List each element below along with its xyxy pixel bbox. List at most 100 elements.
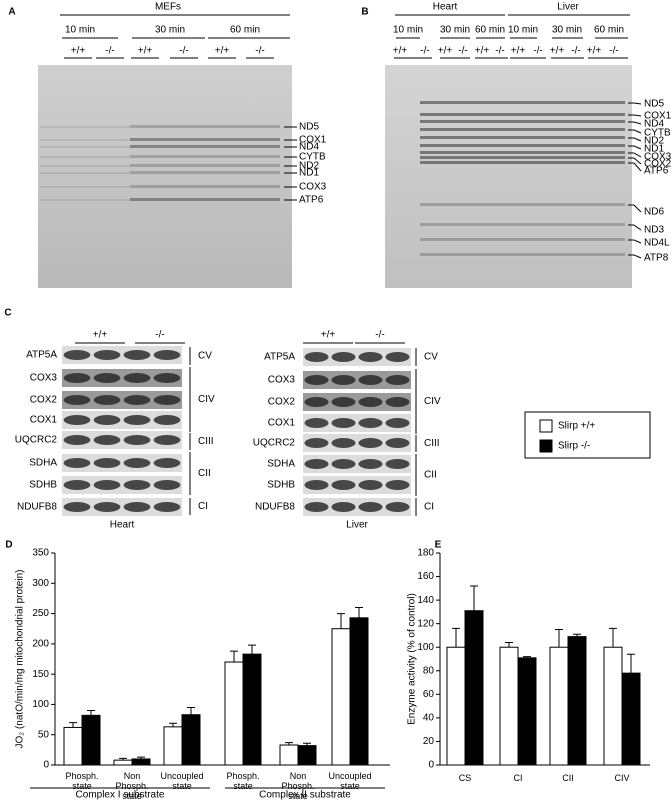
blot-band <box>153 395 181 405</box>
gel-band <box>420 161 625 164</box>
band-label: ND5 <box>299 122 319 133</box>
x-tick-label: CS <box>458 773 472 783</box>
gel-band <box>420 253 625 256</box>
blot-band <box>93 502 121 512</box>
gel-title: MEFs <box>155 2 181 13</box>
time-label: 60 min <box>594 25 624 36</box>
blot-band <box>385 418 410 428</box>
band-label: ATP6 <box>299 195 324 206</box>
band-pointer <box>633 152 642 158</box>
genotype-label: +/+ <box>475 46 490 57</box>
genotype-label: +/+ <box>138 46 153 57</box>
band-label: COX1 <box>644 111 672 122</box>
blot-band <box>63 373 91 383</box>
bar <box>163 726 183 766</box>
blot-strip <box>303 476 411 494</box>
protein-label: COX3 <box>30 373 58 384</box>
band-pointer <box>633 145 642 150</box>
band-pointer <box>633 204 642 213</box>
bar <box>113 759 133 766</box>
complex-label: CI <box>198 501 208 512</box>
x-tick-label: Uncoupled state <box>160 771 204 791</box>
gel-band <box>40 139 130 141</box>
y-tick-label: 40 <box>423 713 435 724</box>
x-tick-label: Phosph. state <box>65 771 99 791</box>
error-bar <box>555 629 563 648</box>
x-tick-label: Phosph. state <box>226 771 260 791</box>
blot-band <box>93 373 121 383</box>
blot-band <box>385 352 410 362</box>
y-tick-label: 0 <box>428 760 434 771</box>
bar <box>81 714 101 766</box>
blot-band <box>331 418 356 428</box>
complex-label: CIII <box>198 436 214 447</box>
time-label: 30 min <box>440 25 470 36</box>
gel-band <box>130 155 280 158</box>
gel-band <box>420 113 625 116</box>
genotype-label: +/+ <box>93 330 108 341</box>
band-pointer <box>633 114 642 117</box>
blot-band <box>304 418 329 428</box>
blot-band <box>304 438 329 448</box>
gel-band <box>420 128 625 131</box>
panel-letter: E <box>435 540 442 551</box>
gel-band <box>40 126 130 128</box>
genotype-label: -/- <box>495 46 504 57</box>
y-tick-label: 200 <box>32 638 49 649</box>
blot-band <box>153 458 181 468</box>
blot-strip <box>303 393 411 411</box>
blot-band <box>93 480 121 490</box>
legend-label: Slirp +/+ <box>558 421 595 432</box>
panel-letter: D <box>5 540 12 551</box>
blot-band <box>358 502 383 512</box>
blot-band <box>358 418 383 428</box>
complex-label: CI <box>424 502 434 513</box>
band-pointer <box>633 162 642 172</box>
panel-letter: C <box>4 308 11 319</box>
blot-band <box>63 350 91 360</box>
blot-band <box>385 375 410 385</box>
genotype-label: +/+ <box>550 46 565 57</box>
genotype-label: +/+ <box>393 46 408 57</box>
gel-band <box>420 101 625 104</box>
error-bar <box>303 742 311 746</box>
blot-band <box>331 397 356 407</box>
blot-band <box>385 397 410 407</box>
x-tick-label: Non Phosph. state <box>115 771 149 800</box>
band-label: ND2 <box>644 136 664 147</box>
protein-label: COX2 <box>30 395 58 406</box>
blot-band <box>63 502 91 512</box>
error-bar <box>573 633 581 637</box>
blot-band <box>63 415 91 425</box>
blot-strip <box>62 476 182 494</box>
blot-band <box>153 415 181 425</box>
blot-strip <box>303 498 411 516</box>
gel-band <box>40 186 130 188</box>
gel-band <box>130 198 280 201</box>
band-label: COX3 <box>644 152 672 163</box>
genotype-label: +/+ <box>215 46 230 57</box>
bar <box>621 672 641 766</box>
gel-band <box>130 125 280 128</box>
gel-band <box>40 165 130 167</box>
x-tick-label: CII <box>562 773 574 783</box>
error-bar <box>87 709 95 716</box>
error-bar <box>452 627 460 648</box>
blot-strip <box>303 371 411 389</box>
gel-a <box>38 65 292 288</box>
gel-band <box>420 156 625 159</box>
blot-band <box>153 373 181 383</box>
y-axis-label: Enzyme activity (% of control) <box>407 593 418 725</box>
blot-band <box>331 352 356 362</box>
y-tick-label: 100 <box>417 642 434 653</box>
time-label: 10 min <box>65 25 95 36</box>
protein-label: ATP5A <box>26 350 57 361</box>
protein-label: UQCRC2 <box>253 438 296 449</box>
band-pointer <box>633 157 642 165</box>
blot-band <box>93 395 121 405</box>
blot-band <box>304 397 329 407</box>
error-bar <box>470 585 478 611</box>
blot-band <box>123 373 151 383</box>
band-label: CYTB <box>299 152 326 163</box>
